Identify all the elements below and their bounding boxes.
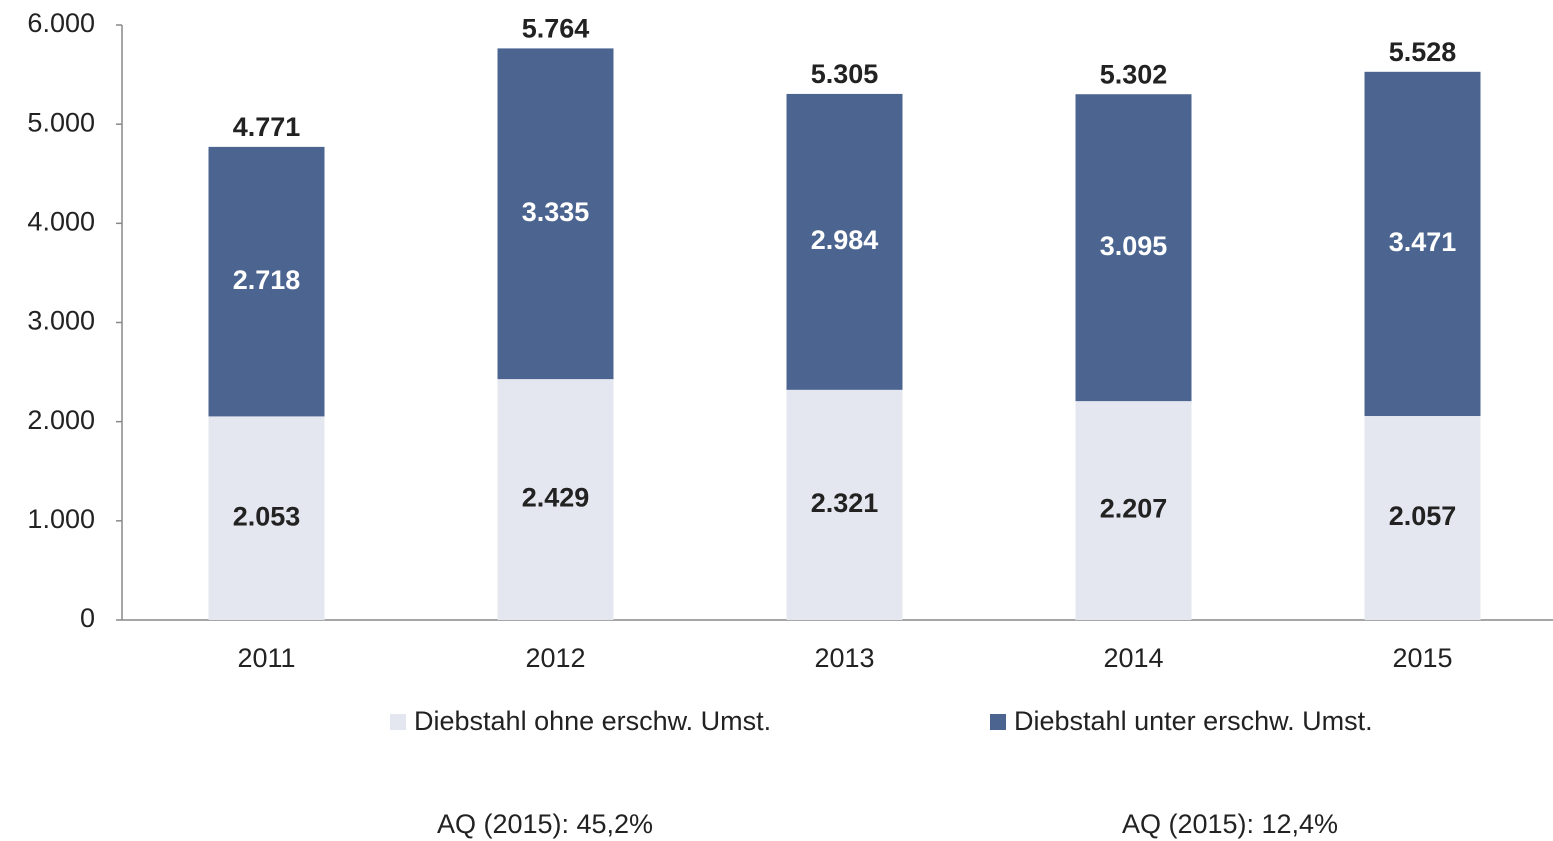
total-label: 5.302	[1100, 59, 1168, 89]
value-label: 3.471	[1389, 227, 1457, 257]
legend-label: Diebstahl unter erschw. Umst.	[1014, 706, 1373, 736]
value-label: 2.057	[1389, 501, 1457, 531]
y-tick-label: 2.000	[27, 405, 95, 435]
legend-swatch	[390, 714, 406, 730]
bar-segment	[208, 416, 325, 620]
total-label: 5.764	[522, 14, 590, 44]
y-tick-label: 4.000	[27, 206, 95, 236]
value-label: 3.095	[1100, 231, 1168, 261]
total-label: 5.305	[811, 59, 879, 89]
y-tick-label: 1.000	[27, 504, 95, 534]
legend-label: Diebstahl ohne erschw. Umst.	[414, 706, 771, 736]
bar-segment	[497, 379, 614, 620]
bar-segment	[786, 389, 903, 620]
value-label: 2.053	[233, 501, 301, 531]
bar-segment	[208, 146, 325, 417]
total-label: 5.528	[1389, 37, 1457, 67]
x-tick-label: 2015	[1392, 643, 1452, 673]
value-label: 2.984	[811, 225, 879, 255]
bar-segment	[1364, 416, 1481, 620]
value-label: 2.207	[1100, 494, 1168, 524]
bar-segment	[497, 48, 614, 380]
x-tick-label: 2012	[525, 643, 585, 673]
annotation: AQ (2015): 12,4%	[1122, 809, 1338, 839]
x-tick-label: 2013	[814, 643, 874, 673]
value-label: 3.335	[522, 197, 590, 227]
y-tick-label: 5.000	[27, 107, 95, 137]
y-tick-label: 6.000	[27, 8, 95, 38]
bar-segment	[1075, 401, 1192, 620]
x-tick-label: 2011	[237, 643, 295, 673]
total-label: 4.771	[233, 112, 301, 142]
bar-segment	[786, 93, 903, 390]
value-label: 2.429	[522, 483, 590, 513]
bar-segment	[1364, 71, 1481, 417]
annotation: AQ (2015): 45,2%	[437, 809, 653, 839]
y-tick-label: 0	[80, 603, 95, 633]
bar-segment	[1075, 94, 1192, 402]
value-label: 2.718	[233, 265, 301, 295]
legend-swatch	[990, 714, 1006, 730]
y-tick-label: 3.000	[27, 306, 95, 336]
x-tick-label: 2014	[1103, 643, 1163, 673]
value-label: 2.321	[811, 488, 879, 518]
